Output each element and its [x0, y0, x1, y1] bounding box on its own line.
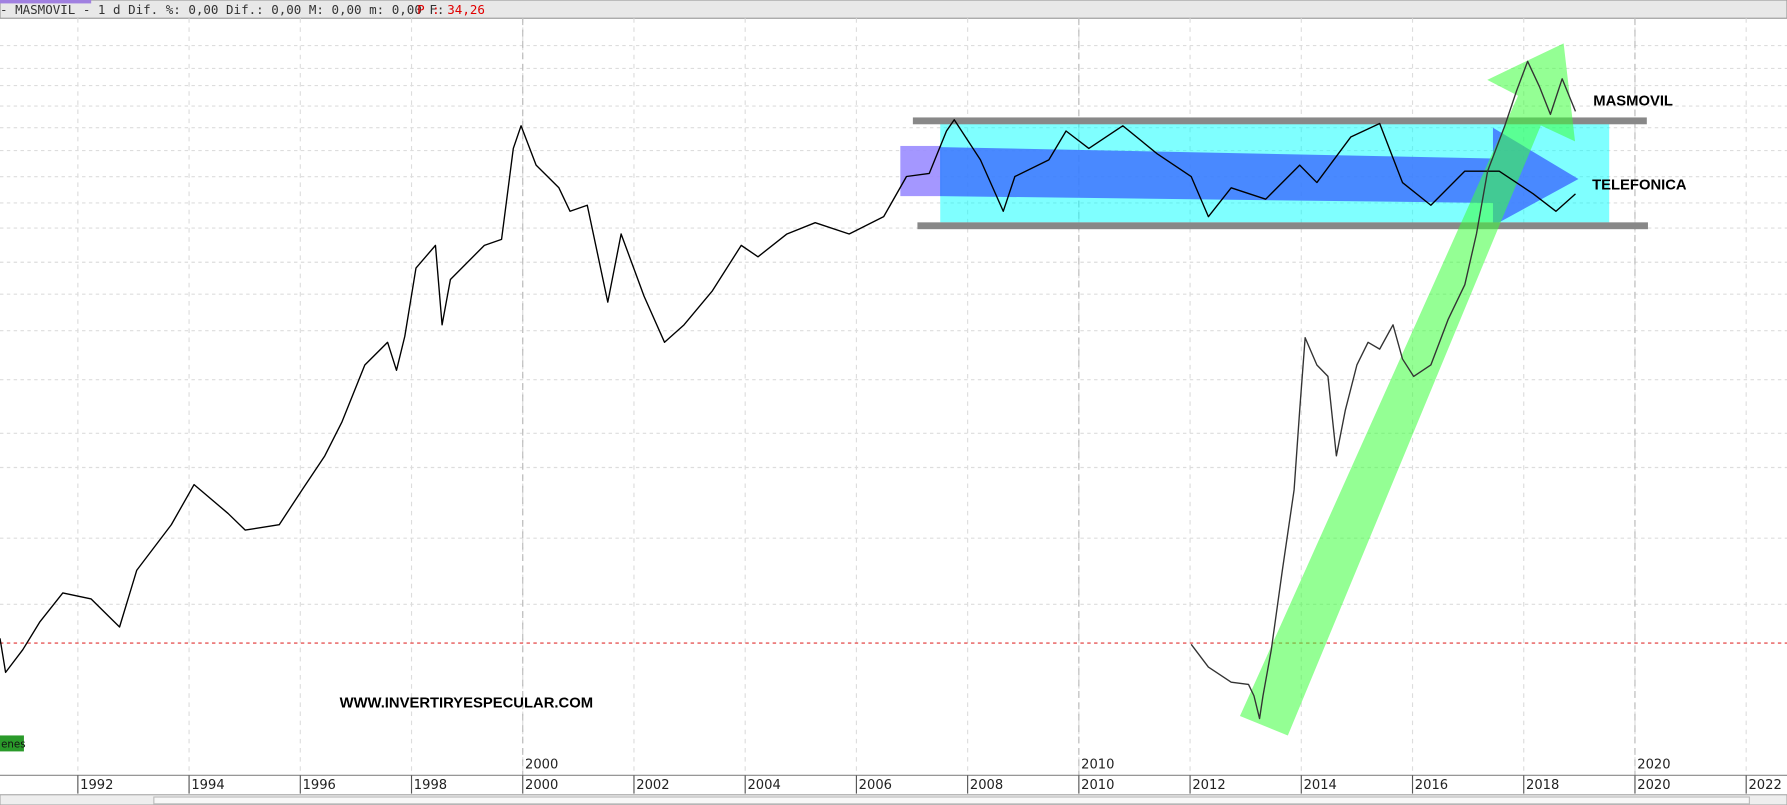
x-tick-label: 1994	[191, 778, 224, 793]
series	[0, 60, 1577, 720]
x-tick-label: 2010	[1081, 778, 1114, 793]
x-tick-label: 2008	[970, 778, 1003, 793]
header-text: - MASMOVIL - 1 d Dif. %: 0,00 Dif.: 0,00…	[0, 2, 444, 17]
legend-label: MASMOVIL	[1593, 93, 1673, 109]
watermark: WWW.INVERTIRYESPECULAR.COM	[340, 695, 593, 711]
grid	[0, 18, 1787, 776]
x-tick-label: 2004	[747, 778, 780, 793]
blue-arrow	[940, 127, 1579, 226]
series-line	[0, 119, 1576, 674]
x-tick-label: 2006	[859, 778, 892, 793]
header-price: P : 34,26	[417, 2, 485, 17]
x-tick-label: 2012	[1192, 778, 1225, 793]
x-tick-label: 2018	[1526, 778, 1559, 793]
x-tick-label: 2022	[1748, 778, 1781, 793]
annotations	[900, 43, 1648, 736]
x-tick-label: 1992	[80, 778, 113, 793]
header-bar	[0, 0, 1787, 19]
x-tick-label: 2016	[1415, 778, 1448, 793]
purple-box	[900, 145, 942, 197]
volume-badge	[0, 735, 24, 752]
decade-label: 2000	[525, 758, 558, 773]
support-bar	[917, 222, 1648, 230]
scrollbar-thumb[interactable]	[153, 796, 1750, 805]
x-axis-band	[0, 775, 1787, 795]
x-tick-label: 2000	[525, 778, 558, 793]
legend-label: TELEFONICA	[1592, 178, 1687, 194]
decade-label: 2010	[1081, 758, 1114, 773]
x-tick-label: 2014	[1304, 778, 1337, 793]
x-tick-label: 2002	[636, 778, 669, 793]
x-axis: 1992 1994 1996 1998 2000 2002 2004 2006 2008 2010…	[77, 758, 1782, 794]
green-arrow	[1239, 43, 1576, 736]
series-line	[1190, 60, 1577, 720]
header-tab	[0, 0, 92, 4]
x-tick-label: 2020	[1637, 778, 1670, 793]
decade-label: 2020	[1637, 758, 1670, 773]
volume-label: enes	[1, 739, 25, 751]
x-tick-label: 1998	[414, 778, 447, 793]
x-tick-label: 1996	[303, 778, 336, 793]
resistance-bar	[912, 117, 1647, 125]
